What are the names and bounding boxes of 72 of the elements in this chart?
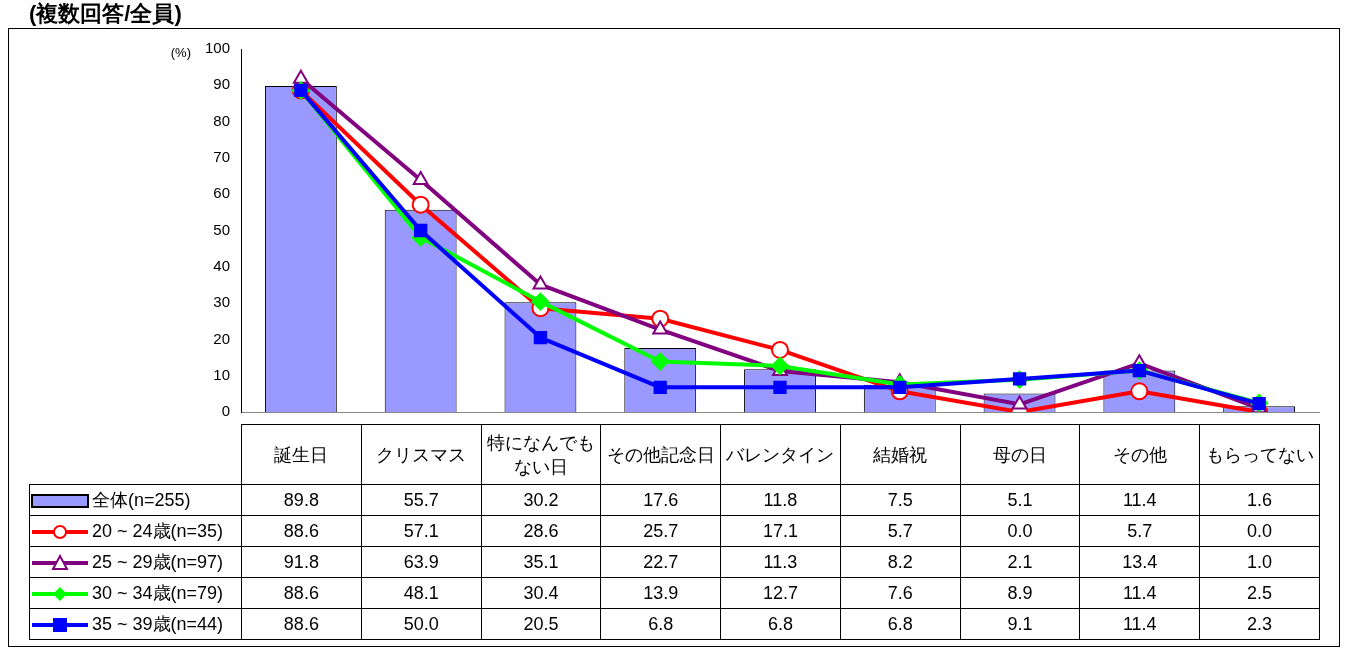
x-tick-label: 結婚祝 xyxy=(840,424,961,485)
data-label: 48.1 xyxy=(361,577,482,609)
y-tick-label: 0 xyxy=(221,402,230,420)
data-label: 30.2 xyxy=(481,484,601,516)
data-label: 2.1 xyxy=(960,546,1080,578)
legend-label: 全体(n=255) xyxy=(92,490,191,510)
data-label: 55.7 xyxy=(361,484,482,516)
data-label: 12.7 xyxy=(720,577,841,609)
data-label: 11.3 xyxy=(720,546,841,578)
data-label: 5.1 xyxy=(960,484,1080,516)
y-tick-label: 80 xyxy=(213,111,230,129)
y-tick-label: 70 xyxy=(213,148,230,166)
legend-label: 35 ~ 39歳(n=44) xyxy=(92,614,224,634)
data-label: 91.8 xyxy=(241,546,362,578)
legend-label: 30 ~ 34歳(n=79) xyxy=(92,583,224,603)
y-tick-label: 10 xyxy=(213,365,230,383)
x-tick-label: クリスマス xyxy=(361,424,482,485)
data-label: 17.1 xyxy=(720,515,841,547)
x-tick-label: 特になんでもない日 xyxy=(481,424,601,485)
x-tick-label: その他記念日 xyxy=(600,424,721,485)
x-tick-label: 母の日 xyxy=(960,424,1080,485)
data-label: 0.0 xyxy=(960,515,1080,547)
data-label: 63.9 xyxy=(361,546,482,578)
data-label: 28.6 xyxy=(481,515,601,547)
y-tick-label: 40 xyxy=(213,256,230,274)
data-label: 5.7 xyxy=(840,515,961,547)
data-label: 6.8 xyxy=(600,608,721,640)
data-label: 2.3 xyxy=(1199,608,1320,640)
data-label: 11.4 xyxy=(1079,577,1200,609)
data-label: 8.9 xyxy=(960,577,1080,609)
data-label: 22.7 xyxy=(600,546,721,578)
data-label: 30.4 xyxy=(481,577,601,609)
y-tick-label: 20 xyxy=(213,329,230,347)
x-tick-label: その他 xyxy=(1079,424,1200,485)
data-label: 6.8 xyxy=(720,608,841,640)
data-label: 57.1 xyxy=(361,515,482,547)
data-label: 20.5 xyxy=(481,608,601,640)
legend-label: 20 ~ 24歳(n=35) xyxy=(92,521,224,541)
data-label: 11.4 xyxy=(1079,484,1200,516)
y-tick-label: 100 xyxy=(204,39,230,57)
data-label: 88.6 xyxy=(241,577,362,609)
data-label: 5.7 xyxy=(1079,515,1200,547)
data-label: 6.8 xyxy=(840,608,961,640)
x-tick-label: もらってない xyxy=(1199,424,1320,485)
data-label: 13.4 xyxy=(1079,546,1200,578)
data-label: 9.1 xyxy=(960,608,1080,640)
y-axis-title: (%) xyxy=(170,45,191,60)
data-label: 25.7 xyxy=(600,515,721,547)
data-label: 89.8 xyxy=(241,484,362,516)
y-tick-label: 90 xyxy=(213,75,230,93)
legend-label: 25 ~ 29歳(n=97) xyxy=(92,552,224,572)
data-label: 88.6 xyxy=(241,515,362,547)
y-tick-label: 30 xyxy=(213,293,230,311)
x-tick-label: バレンタイン xyxy=(720,424,841,485)
x-tick-label: 誕生日 xyxy=(241,424,362,485)
data-label: 13.9 xyxy=(600,577,721,609)
data-label: 8.2 xyxy=(840,546,961,578)
data-label: 1.0 xyxy=(1199,546,1320,578)
chart-title: (複数回答/全員) xyxy=(29,0,182,28)
data-label: 17.6 xyxy=(600,484,721,516)
y-tick-label: 60 xyxy=(213,184,230,202)
data-label: 0.0 xyxy=(1199,515,1320,547)
data-label: 7.5 xyxy=(840,484,961,516)
y-tick-label: 50 xyxy=(213,220,230,238)
data-label: 7.6 xyxy=(840,577,961,609)
data-label: 35.1 xyxy=(481,546,601,578)
data-label: 11.4 xyxy=(1079,608,1200,640)
data-label: 2.5 xyxy=(1199,577,1320,609)
data-label: 88.6 xyxy=(241,608,362,640)
data-label: 1.6 xyxy=(1199,484,1320,516)
data-label: 11.8 xyxy=(720,484,841,516)
data-label: 50.0 xyxy=(361,608,482,640)
